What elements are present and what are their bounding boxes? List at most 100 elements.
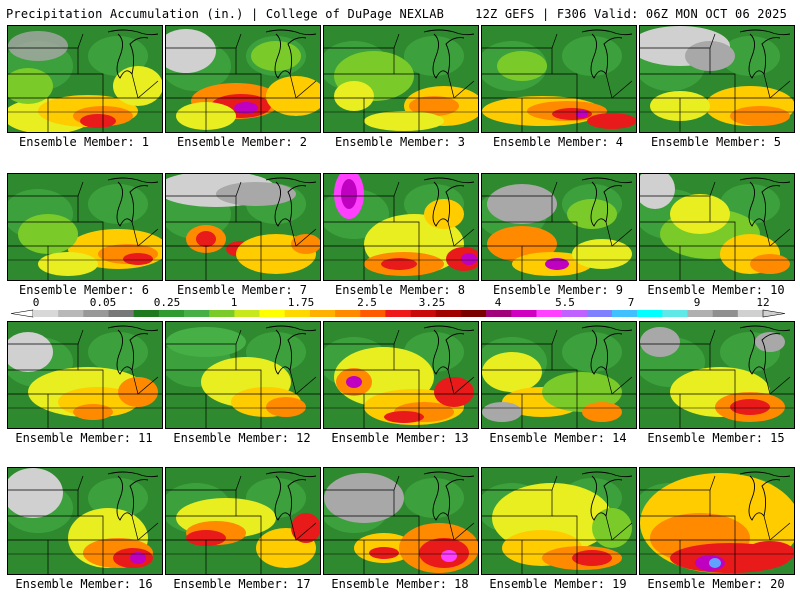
ensemble-member-label: Ensemble Member: 9 <box>492 283 624 297</box>
colorbar-tick-label: 5.5 <box>555 296 575 309</box>
ensemble-member-map <box>165 467 321 575</box>
ensemble-member-label: Ensemble Member: 8 <box>334 283 466 297</box>
colorbar-swatch <box>108 310 134 317</box>
ensemble-member-label: Ensemble Member: 7 <box>176 283 308 297</box>
colorbar-tick-label: 0 <box>32 296 40 309</box>
ensemble-member-map <box>323 321 479 429</box>
colorbar-tick-label: 3.25 <box>418 296 446 309</box>
colorbar-swatch <box>284 310 311 317</box>
ensemble-member-label: Ensemble Member: 12 <box>173 431 311 445</box>
colorbar-swatch <box>184 310 210 317</box>
colorbar-tick-label: 2.5 <box>357 296 377 309</box>
colorbar-tick-label: 12 <box>756 296 770 309</box>
colorbar-tick-label: 1.75 <box>287 296 315 309</box>
colorbar-swatch <box>435 310 462 317</box>
ensemble-member-map <box>323 467 479 575</box>
ensemble-member-label: Ensemble Member: 20 <box>647 577 785 591</box>
ensemble-member-label: Ensemble Member: 16 <box>15 577 153 591</box>
ensemble-member-map <box>7 173 163 281</box>
precipitation-field <box>640 174 794 280</box>
colorbar-swatch <box>335 310 361 317</box>
colorbar-graphic <box>10 309 786 318</box>
map-title: Precipitation Accumulation (in.) | Colle… <box>6 7 445 21</box>
ensemble-member-label: Ensemble Member: 11 <box>15 431 153 445</box>
precipitation-field <box>482 26 636 132</box>
colorbar-swatch <box>410 310 437 317</box>
colorbar-swatch <box>511 310 537 317</box>
precipitation-field <box>482 322 636 428</box>
ensemble-member-map <box>639 321 795 429</box>
colorbar-tick-label: 0.25 <box>153 296 181 309</box>
colorbar-swatch <box>385 310 411 317</box>
precipitation-field <box>166 26 320 132</box>
ensemble-member-map <box>7 25 163 133</box>
precipitation-field <box>324 322 478 428</box>
ensemble-member-map <box>481 467 637 575</box>
colorbar-swatch <box>309 310 336 317</box>
colorbar-swatch <box>33 310 59 317</box>
ensemble-member-map <box>481 321 637 429</box>
colorbar-swatch <box>460 310 487 317</box>
ensemble-member-label: Ensemble Member: 17 <box>173 577 311 591</box>
ensemble-member-label: Ensemble Member: 13 <box>331 431 469 445</box>
ensemble-member-label: Ensemble Member: 15 <box>647 431 785 445</box>
ensemble-member-map <box>323 173 479 281</box>
ensemble-member-map <box>165 173 321 281</box>
colorbar-swatch <box>637 310 663 317</box>
ensemble-member-label: Ensemble Member: 6 <box>18 283 150 297</box>
precipitation-field <box>324 468 478 574</box>
colorbar-swatch <box>486 310 512 317</box>
colorbar-swatch <box>259 310 286 317</box>
colorbar-tick-label: 9 <box>693 296 701 309</box>
ensemble-member-label: Ensemble Member: 5 <box>650 135 782 149</box>
ensemble-member-label: Ensemble Member: 4 <box>492 135 624 149</box>
precipitation-field <box>8 468 162 574</box>
ensemble-member-label: Ensemble Member: 14 <box>489 431 627 445</box>
ensemble-member-map <box>639 467 795 575</box>
colorbar-min-arrow <box>10 309 34 318</box>
colorbar-swatch <box>662 310 688 317</box>
precipitation-field <box>166 174 320 280</box>
colorbar-swatch <box>58 310 84 317</box>
colorbar-swatch <box>561 310 588 317</box>
colorbar-swatch <box>712 310 739 317</box>
precipitation-field <box>8 174 162 280</box>
colorbar-tick-label: 4 <box>494 296 502 309</box>
colorbar-swatch <box>133 310 160 317</box>
colorbar-swatch <box>586 310 613 317</box>
colorbar-tick-label: 1 <box>230 296 238 309</box>
ensemble-member-map <box>481 25 637 133</box>
precipitation-field <box>640 26 794 132</box>
model-run-info: 12Z GEFS | F306 Valid: 06Z MON OCT 06 20… <box>475 7 787 21</box>
ensemble-member-map <box>639 25 795 133</box>
ensemble-member-map <box>639 173 795 281</box>
precipitation-field <box>166 468 320 574</box>
colorbar-swatch <box>158 310 185 317</box>
ensemble-member-map <box>165 25 321 133</box>
colorbar-swatch <box>234 310 260 317</box>
colorbar-swatch <box>83 310 109 317</box>
precipitation-field <box>324 26 478 132</box>
precipitation-field <box>640 322 794 428</box>
precipitation-field <box>640 468 794 574</box>
colorbar-swatch <box>611 310 638 317</box>
precipitation-colorbar: 0 0.05 0.25 1 1.75 2.5 3.25 4 5.5 7 9 12 <box>0 296 800 320</box>
colorbar-swatch <box>737 310 764 317</box>
ensemble-member-map <box>481 173 637 281</box>
precipitation-field <box>166 322 320 428</box>
colorbar-swatch <box>209 310 235 317</box>
ensemble-member-label: Ensemble Member: 3 <box>334 135 466 149</box>
colorbar-tick-label: 7 <box>627 296 635 309</box>
colorbar-max-arrow <box>762 309 786 318</box>
precipitation-field <box>8 26 162 132</box>
colorbar-swatch <box>687 310 713 317</box>
colorbar-swatch <box>536 310 562 317</box>
ensemble-member-label: Ensemble Member: 10 <box>647 283 785 297</box>
ensemble-member-label: Ensemble Member: 1 <box>18 135 150 149</box>
precipitation-field <box>324 174 478 280</box>
ensemble-member-map <box>323 25 479 133</box>
colorbar-tick-label: 0.05 <box>89 296 117 309</box>
ensemble-member-map <box>165 321 321 429</box>
colorbar-swatch <box>360 310 386 317</box>
precipitation-field <box>482 468 636 574</box>
